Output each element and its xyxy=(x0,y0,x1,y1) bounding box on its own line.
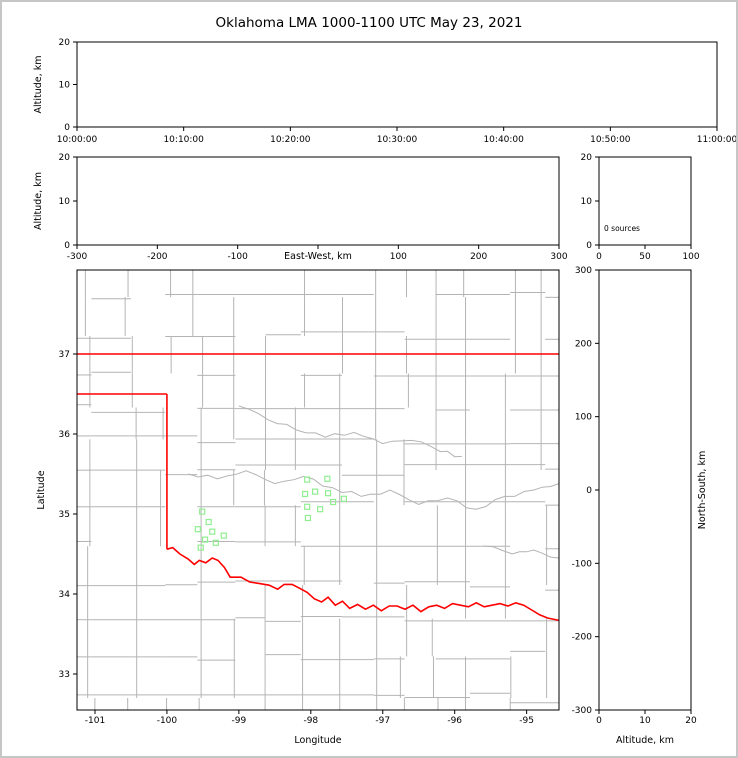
plan-view-panel: -101 -100 -99 -98 -97 -96 -95 37 36 35 34 33 Longitu… xyxy=(36,269,560,746)
ns-tick-label: 300 xyxy=(575,266,592,276)
x-axis-title: Altitude, km xyxy=(616,735,674,746)
altitude-tick-label: 10 xyxy=(59,197,71,207)
river-line xyxy=(483,545,559,559)
red-river-border xyxy=(166,546,559,622)
lma-station-marker xyxy=(304,514,312,522)
lma-station-marker xyxy=(324,490,332,497)
ns-tick-label: -300 xyxy=(572,706,593,716)
longitude-tick-label: -96 xyxy=(447,716,462,726)
ns-tick-label: -100 xyxy=(572,559,593,569)
altitude-tick-label: 20 xyxy=(685,716,697,726)
map-layers xyxy=(77,270,559,710)
river-line xyxy=(188,470,559,510)
lma-station-marker xyxy=(301,490,309,498)
ns-tick-label: 100 xyxy=(575,413,592,423)
river-line xyxy=(238,405,462,458)
altitude-tick-label: 10 xyxy=(59,81,71,91)
time-tick-label: 10:40:00 xyxy=(483,135,524,145)
lma-station-marker xyxy=(304,476,311,483)
altitude-tick-label: 10 xyxy=(581,197,593,207)
altitude-tick-label: 0 xyxy=(64,241,70,251)
state-border xyxy=(77,353,559,622)
lma-station-marker xyxy=(330,498,337,506)
time-height-frame xyxy=(76,41,718,128)
map-frame xyxy=(76,269,560,711)
lma-station-marker xyxy=(220,532,227,539)
ns-tick-label: -200 xyxy=(572,633,593,643)
longitude-tick-label: -99 xyxy=(232,716,247,726)
longitude-tick-label: -95 xyxy=(519,716,534,726)
y-axis-title: Latitude xyxy=(36,470,47,509)
latitude-tick-label: 34 xyxy=(59,590,71,600)
ew-tick-label: 300 xyxy=(550,252,567,262)
longitude-tick-label: -98 xyxy=(303,716,318,726)
lma-station-marker xyxy=(199,508,206,515)
ns-tick-label: 200 xyxy=(575,339,592,349)
sources-count-label: 0 sources xyxy=(604,224,640,233)
longitude-tick-label: -101 xyxy=(85,716,105,726)
ns-tick-label: 0 xyxy=(586,486,592,496)
ew-tick-label: 100 xyxy=(390,252,407,262)
x-axis-title: Longitude xyxy=(294,735,341,746)
y-axis-title: Altitude, km xyxy=(33,56,44,114)
altitude-tick-label: 0 xyxy=(64,123,70,133)
longitude-tick-label: -100 xyxy=(157,716,178,726)
time-height-panel: 10:00:00 10:10:00 10:20:00 10:30:00 10:40:00… xyxy=(33,38,738,145)
county-boundaries xyxy=(77,270,559,710)
lma-station-marker xyxy=(197,544,204,551)
ew-tick-label: -100 xyxy=(227,252,248,262)
altitude-tick-label: 20 xyxy=(59,38,71,48)
count-tick-label: 0 xyxy=(596,252,602,262)
rivers xyxy=(188,405,559,559)
time-tick-label: 10:10:00 xyxy=(163,135,204,145)
lma-stations xyxy=(194,475,347,551)
altitude-tick-label: 0 xyxy=(596,716,602,726)
lma-station-marker xyxy=(317,506,324,513)
figure-title: Oklahoma LMA 1000-1100 UTC May 23, 2021 xyxy=(215,15,523,31)
latitude-tick-label: 33 xyxy=(59,670,70,680)
lma-station-marker xyxy=(201,536,209,543)
time-tick-label: 10:20:00 xyxy=(270,135,311,145)
lma-station-marker xyxy=(209,528,216,535)
lma-station-marker xyxy=(194,526,201,533)
count-tick-label: 50 xyxy=(639,252,651,262)
ew-tick-label: 200 xyxy=(470,252,487,262)
latitude-tick-label: 35 xyxy=(59,510,70,520)
lma-station-marker xyxy=(205,518,212,526)
x-axis-title: East-West, km xyxy=(284,251,352,262)
ew-tick-label: -300 xyxy=(67,252,88,262)
altitude-histogram-panel: 0 50 100 0 10 20 0 sources xyxy=(581,153,700,262)
lma-station-marker xyxy=(324,475,331,482)
y-axis-title: North-South, km xyxy=(697,451,708,529)
lma-station-marker xyxy=(304,503,311,510)
lma-station-marker xyxy=(212,539,219,546)
time-tick-label: 11:00:00 xyxy=(697,135,738,145)
latitude-tick-label: 37 xyxy=(59,350,70,360)
altitude-tick-label: 20 xyxy=(581,153,593,163)
altitude-tick-label: 10 xyxy=(639,716,651,726)
lma-station-marker xyxy=(340,495,347,502)
altitude-tick-label: 20 xyxy=(59,153,71,163)
altitude-tick-label: 0 xyxy=(586,241,592,251)
time-tick-label: 10:50:00 xyxy=(590,135,631,145)
y-axis-title: Altitude, km xyxy=(33,172,44,230)
ew-tick-label: -200 xyxy=(147,252,168,262)
count-tick-label: 100 xyxy=(682,252,699,262)
time-tick-label: 10:00:00 xyxy=(57,135,98,145)
latitude-tick-label: 36 xyxy=(59,430,71,440)
lma-station-marker xyxy=(312,488,319,495)
time-tick-label: 10:30:00 xyxy=(377,135,418,145)
ew-height-frame xyxy=(76,156,560,246)
longitude-tick-label: -97 xyxy=(375,716,390,726)
ns-height-frame xyxy=(598,269,692,711)
ew-height-panel: -300 -200 -100 100 200 300 East-West, km 0 10 20 A… xyxy=(33,153,568,262)
